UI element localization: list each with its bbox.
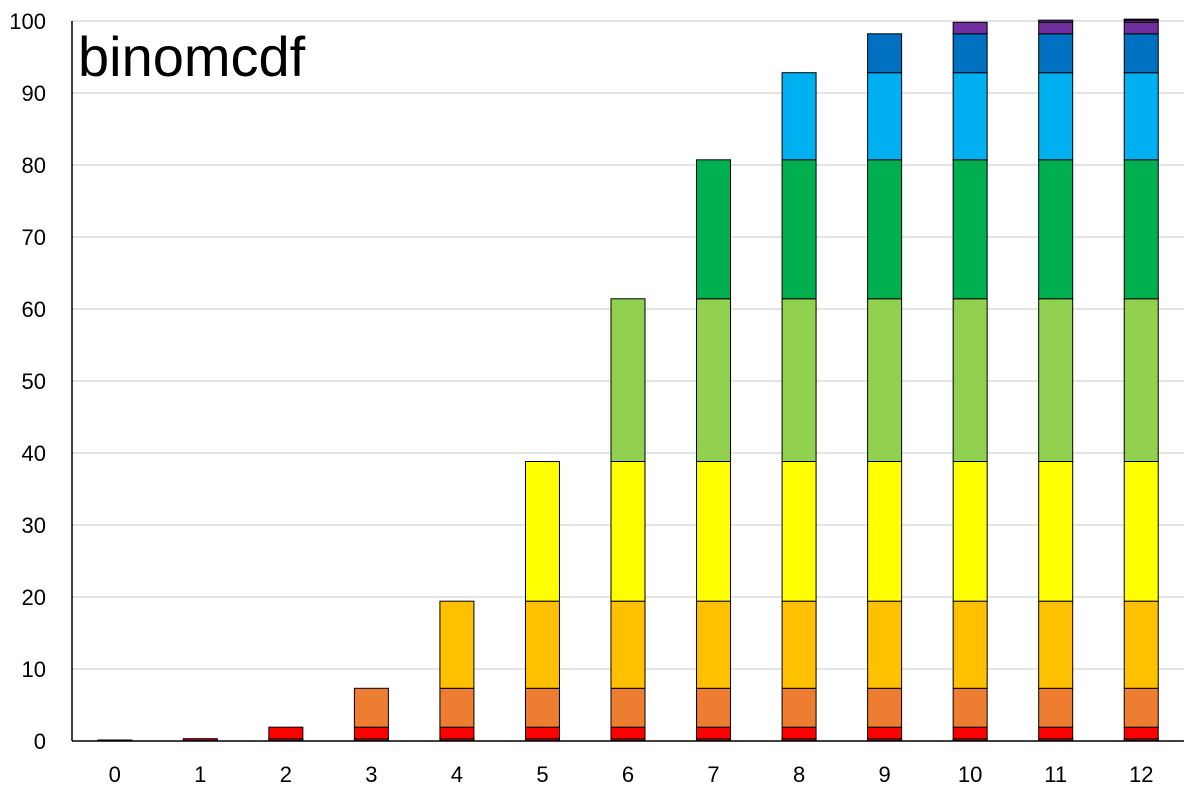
bar-segment-9-4: [867, 600, 903, 689]
bar-segment-4-3: [439, 687, 475, 728]
bar-segment-8-5: [781, 460, 817, 602]
bar-segment-11-9: [1038, 33, 1074, 74]
x-tick-label-6: 6: [622, 762, 634, 787]
bar-segment-11-3: [1038, 687, 1074, 728]
bar-segment-10-9: [952, 33, 988, 74]
axes: [71, 21, 1184, 742]
bars: [97, 18, 1159, 742]
bar-segment-9-8: [867, 72, 903, 161]
bar-segment-11-11: [1038, 19, 1074, 23]
y-tick-label-70: 70: [22, 225, 46, 250]
x-tick-label-5: 5: [536, 762, 548, 787]
bar-segment-11-7: [1038, 159, 1074, 300]
bar-segment-3-2: [353, 726, 389, 740]
bar-segment-9-7: [867, 159, 903, 300]
bar-segment-12-3: [1123, 687, 1159, 728]
bar-segment-12-2: [1123, 726, 1159, 740]
bar-segment-12-7: [1123, 159, 1159, 300]
x-tick-label-11: 11: [1044, 762, 1067, 787]
bar-segment-12-4: [1123, 600, 1159, 689]
bar-segment-10-3: [952, 687, 988, 728]
bar-segment-9-3: [867, 687, 903, 728]
bar-segment-9-6: [867, 298, 903, 462]
bar-segment-7-6: [696, 298, 732, 462]
x-tick-label-9: 9: [878, 762, 890, 787]
x-tick-label-0: 0: [109, 762, 121, 787]
bar-segment-9-9: [867, 33, 903, 74]
x-tick-label-10: 10: [958, 762, 982, 787]
y-tick-label-40: 40: [22, 441, 46, 466]
y-tick-label-20: 20: [22, 585, 46, 610]
y-tick-label-90: 90: [22, 81, 46, 106]
bar-segment-11-10: [1038, 21, 1074, 35]
y-tick-label-80: 80: [22, 153, 46, 178]
bar-segment-5-3: [524, 687, 560, 728]
y-tick-label-30: 30: [22, 513, 46, 538]
bar-segment-12-5: [1123, 460, 1159, 602]
bar-segment-12-8: [1123, 72, 1159, 161]
bar-segment-10-8: [952, 72, 988, 161]
bar-segment-10-4: [952, 600, 988, 689]
bar-segment-7-4: [696, 600, 732, 689]
bar-segment-10-2: [952, 726, 988, 740]
bar-segment-7-3: [696, 687, 732, 728]
bar-segment-12-12: [1123, 18, 1159, 21]
bar-segment-10-10: [952, 21, 988, 35]
bar-segment-6-3: [610, 687, 646, 728]
bar-segment-10-6: [952, 298, 988, 462]
x-tick-label-1: 1: [194, 762, 206, 787]
bar-segment-8-6: [781, 298, 817, 462]
bar-segment-11-5: [1038, 460, 1074, 602]
y-tick-label-10: 10: [22, 657, 46, 682]
bar-segment-2-2: [268, 726, 304, 740]
chart-title: binomcdf: [78, 25, 306, 88]
bar-segment-9-2: [867, 726, 903, 740]
bar-segment-11-6: [1038, 298, 1074, 462]
x-tick-label-12: 12: [1129, 762, 1153, 787]
y-tick-label-0: 0: [34, 729, 46, 754]
bar-segment-6-5: [610, 460, 646, 602]
bar-segment-3-3: [353, 687, 389, 728]
bar-segment-6-2: [610, 726, 646, 740]
y-tick-label-60: 60: [22, 297, 46, 322]
y-tick-label-50: 50: [22, 369, 46, 394]
bar-segment-12-9: [1123, 33, 1159, 74]
x-tick-label-8: 8: [793, 762, 805, 787]
bar-segment-6-4: [610, 600, 646, 689]
bar-segment-5-2: [524, 726, 560, 740]
bar-segment-7-7: [696, 159, 732, 300]
x-tick-label-4: 4: [451, 762, 463, 787]
bar-segment-8-7: [781, 159, 817, 300]
bar-segment-8-3: [781, 687, 817, 728]
bar-segment-8-8: [781, 72, 817, 161]
bar-segment-7-2: [696, 726, 732, 740]
bar-segment-8-2: [781, 726, 817, 740]
bar-segment-6-6: [610, 298, 646, 462]
bar-segment-4-2: [439, 726, 475, 740]
x-tick-label-7: 7: [707, 762, 719, 787]
y-tick-label-100: 100: [9, 9, 46, 34]
bar-segment-12-6: [1123, 298, 1159, 462]
bar-segment-11-4: [1038, 600, 1074, 689]
bar-segment-4-4: [439, 600, 475, 689]
x-tick-label-2: 2: [280, 762, 292, 787]
bar-segment-9-5: [867, 460, 903, 602]
bar-segment-12-10: [1123, 21, 1159, 35]
bar-segment-5-5: [524, 460, 560, 602]
bar-segment-8-4: [781, 600, 817, 689]
bar-segment-10-5: [952, 460, 988, 602]
bar-segment-10-7: [952, 159, 988, 300]
x-tick-label-3: 3: [365, 762, 377, 787]
bar-segment-5-4: [524, 600, 560, 689]
bar-segment-7-5: [696, 460, 732, 602]
bar-segment-11-2: [1038, 726, 1074, 740]
bar-segment-11-8: [1038, 72, 1074, 161]
